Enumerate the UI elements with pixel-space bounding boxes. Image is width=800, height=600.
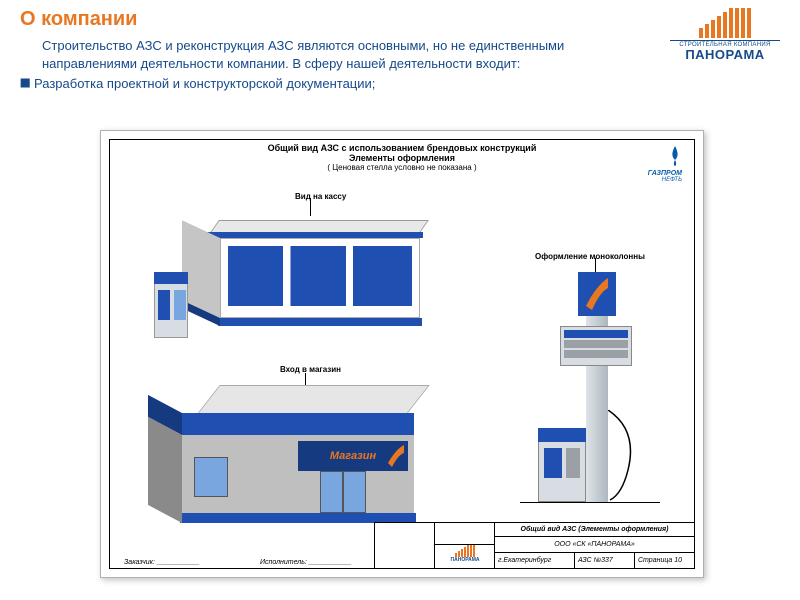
tb-mini-logo: ПАНОРАМА <box>437 545 493 563</box>
store-sign: Магазин <box>330 450 376 462</box>
drawing-title-l3: ( Ценовая стелла условно не показана ) <box>110 163 694 172</box>
hose-icon <box>608 410 648 502</box>
tb-line2: ООО «СК «ПАНОРАМА» <box>495 537 695 553</box>
scene-view-cash <box>160 200 440 350</box>
logo-name: ПАНОРАМА <box>670 48 780 61</box>
scene-entrance: Магазин <box>150 375 450 545</box>
drawing-title-l1: Общий вид АЗС с использованием брендовых… <box>110 143 694 153</box>
logo-bars-icon <box>670 8 780 38</box>
tb-city: г.Екатеринбург <box>495 553 575 569</box>
drawing-title-l2: Элементы оформления <box>110 153 694 163</box>
bullet-text: Разработка проектной и конструкторской д… <box>34 76 375 91</box>
tb-line1: Общий вид АЗС (Элементы оформления) <box>495 523 695 537</box>
company-logo: СТРОИТЕЛЬНАЯ КОМПАНИЯ ПАНОРАМА <box>670 8 780 61</box>
label-entrance: Вход в магазин <box>280 365 341 374</box>
intro-paragraph: Строительство АЗС и реконструкция АЗС яв… <box>42 37 582 72</box>
drawing-frame: Общий вид АЗС с использованием брендовых… <box>109 139 695 569</box>
sig-contractor: Исполнитель: ___________ <box>260 559 352 566</box>
sig-customer: Заказчик: ___________ <box>124 559 200 566</box>
tb-page: Страница 10 <box>635 553 695 569</box>
page-title: О компании <box>20 8 780 31</box>
titleblock: Общий вид АЗС (Элементы оформления) ООО … <box>374 522 694 568</box>
swoosh-icon <box>388 445 404 467</box>
scene-monocolumn <box>500 260 670 520</box>
gazprom-logo: ГАЗПРОМ НЕФТЬ <box>648 146 682 183</box>
drawing-title: Общий вид АЗС с использованием брендовых… <box>110 143 694 172</box>
flame-icon <box>668 146 682 166</box>
bullet-item: ⯀ Разработка проектной и конструкторской… <box>20 76 780 92</box>
drawing-sheet: Общий вид АЗС с использованием брендовых… <box>100 130 704 578</box>
swoosh-icon <box>586 278 608 310</box>
gazprom-sub: НЕФТЬ <box>648 177 682 183</box>
tb-object: АЗС №337 <box>575 553 635 569</box>
